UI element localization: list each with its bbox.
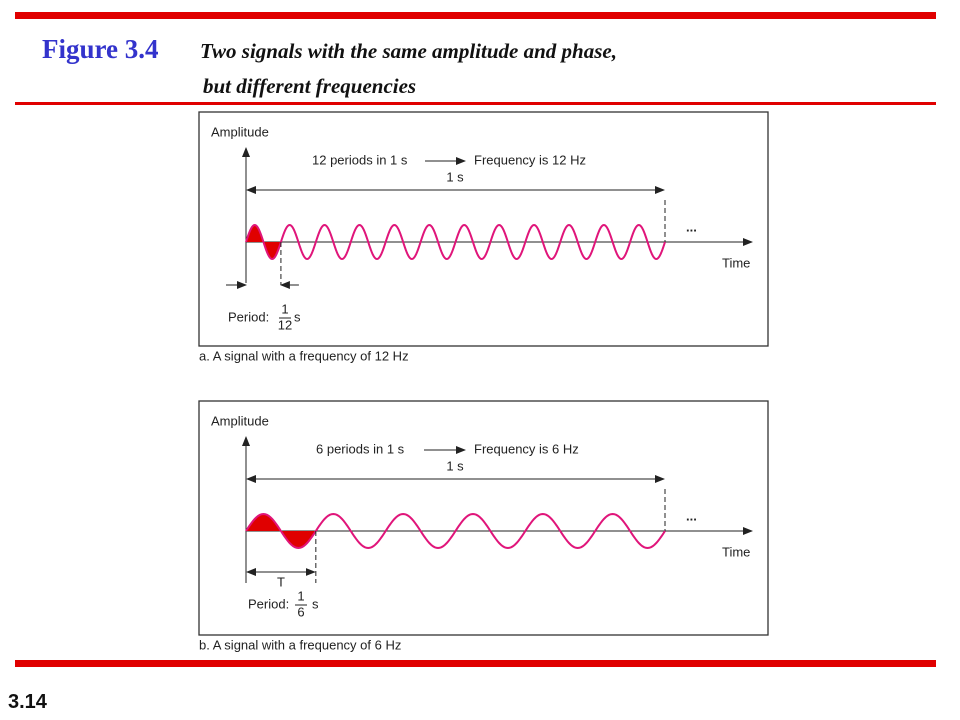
figure-label: Figure 3.4	[42, 34, 159, 64]
frequency-text: Frequency is 6 Hz	[474, 441, 579, 456]
caption-line: but different frequencies	[203, 74, 416, 98]
duration-label: 1 s	[446, 169, 464, 184]
panel-frame	[198, 400, 769, 636]
y-axis-label: Amplitude	[211, 413, 269, 428]
y-axis-label: Amplitude	[211, 124, 269, 139]
slide-number: 3.14	[8, 691, 48, 713]
period-numerator: 1	[297, 588, 304, 603]
panel-caption: b. A signal with a frequency of 6 Hz	[199, 637, 401, 652]
period-unit: s	[312, 596, 319, 611]
period-label: Period:	[228, 309, 269, 324]
bottom-rule	[15, 660, 936, 667]
periods-text: 12 periods in 1 s	[312, 152, 408, 167]
x-axis-label: Time	[722, 544, 750, 559]
x-axis-label: Time	[722, 255, 750, 270]
period-denominator: 12	[278, 317, 292, 332]
panel-frame	[198, 111, 769, 347]
periods-text: 6 periods in 1 s	[316, 441, 405, 456]
caption-line: Two signals with the same amplitude and …	[200, 39, 617, 63]
period-symbol: T	[277, 574, 285, 589]
period-numerator: 1	[281, 301, 288, 316]
top-rule	[15, 12, 936, 19]
ellipsis: ...	[686, 219, 697, 234]
frequency-text: Frequency is 12 Hz	[474, 152, 586, 167]
period-denominator: 6	[297, 604, 304, 619]
duration-label: 1 s	[446, 458, 464, 473]
period-label: Period:	[248, 596, 289, 611]
signal-wave	[245, 223, 666, 261]
period-unit: s	[294, 309, 301, 324]
ellipsis: ...	[686, 508, 697, 523]
title-rule	[15, 102, 936, 105]
panel-caption: a. A signal with a frequency of 12 Hz	[199, 348, 409, 363]
